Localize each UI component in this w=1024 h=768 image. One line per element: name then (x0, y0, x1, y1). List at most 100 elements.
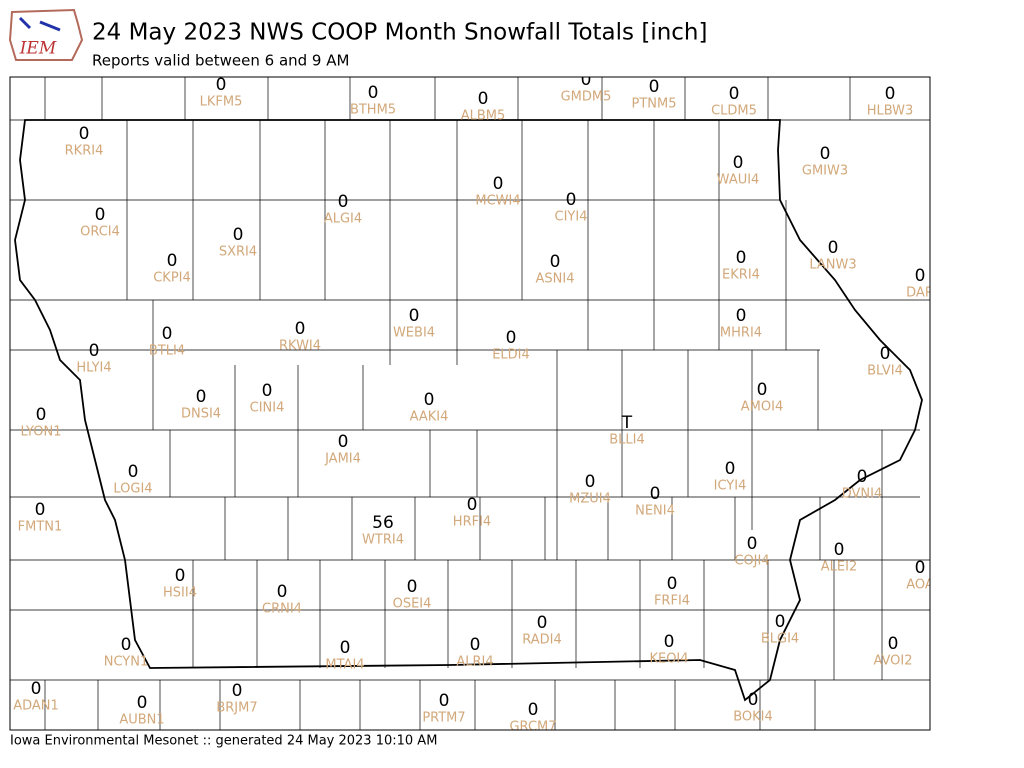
station-value: 0 (736, 306, 747, 326)
station-value: 0 (733, 153, 744, 173)
station-id: BOKI4 (733, 710, 773, 725)
station-value: 0 (121, 635, 132, 655)
station-id: HLBW3 (867, 104, 914, 119)
station-value: 0 (467, 495, 478, 515)
station-value: 0 (736, 248, 747, 268)
station-id: ALEI2 (821, 560, 857, 575)
station-id: RKRI4 (65, 144, 104, 159)
station-id: AMOI4 (741, 400, 783, 415)
station-id: GRCM7 (509, 720, 556, 735)
station-id: LANW3 (809, 258, 856, 273)
station-id: AVOI2 (873, 654, 912, 669)
station-value: 0 (820, 144, 831, 164)
station-value: 0 (880, 344, 891, 364)
station-value: 0 (775, 612, 786, 632)
station-id: MTAI4 (325, 658, 364, 673)
station-id: HSII4 (163, 586, 197, 601)
station-id: AUBN1 (119, 713, 164, 728)
station-id: CLDM5 (711, 104, 757, 119)
station-id: AOA (906, 578, 934, 593)
station-value: 0 (566, 190, 577, 210)
station-value: 0 (478, 89, 489, 109)
station-value: 0 (137, 693, 148, 713)
station-value: 0 (175, 566, 186, 586)
station-id: RKWI4 (279, 339, 321, 354)
station-value: 0 (233, 225, 244, 245)
station-value: 0 (528, 700, 539, 720)
station-value: 0 (664, 632, 675, 652)
station-value: 0 (31, 679, 42, 699)
station-id: PTNM5 (632, 97, 677, 112)
station-value: 0 (262, 381, 273, 401)
station-value: 0 (729, 84, 740, 104)
station-value: 0 (506, 328, 517, 348)
station-id: ADAN1 (13, 699, 59, 714)
station-value: 0 (162, 324, 173, 344)
station-value: 0 (585, 472, 596, 492)
station-id: MHRI4 (720, 326, 762, 341)
station-value: 0 (857, 467, 868, 487)
station-id: HLYI4 (76, 361, 111, 376)
station-value: 0 (828, 238, 839, 258)
station-id: EKRI4 (722, 268, 760, 283)
station-id: CIYI4 (555, 210, 588, 225)
station-id: JAMI4 (324, 452, 361, 467)
footer: Iowa Environmental Mesonet :: generated … (10, 734, 437, 749)
station-id: COJI4 (734, 554, 769, 569)
station-value: 0 (747, 534, 758, 554)
station-value: 0 (725, 459, 736, 479)
logo-text: IEM (19, 39, 57, 59)
station-value: 0 (167, 251, 178, 271)
station-value: 0 (915, 266, 926, 286)
station-id: WAUI4 (717, 173, 760, 188)
station-value: 0 (338, 192, 349, 212)
station-id: MCWI4 (475, 194, 520, 209)
station-id: BTLI4 (149, 344, 185, 359)
station-value: 0 (89, 341, 100, 361)
station-id: LOGI4 (113, 482, 152, 497)
station-id: BLVI4 (867, 364, 903, 379)
station-id: ORCI4 (80, 225, 120, 240)
state-border (14, 119, 923, 702)
station-id: GMIW3 (802, 164, 848, 179)
county-lines (10, 77, 930, 730)
station-id: GMDM5 (561, 90, 612, 105)
station-value: 0 (277, 582, 288, 602)
station-value: 0 (368, 83, 379, 103)
station-value: 0 (470, 635, 481, 655)
station-value: 0 (95, 205, 106, 225)
station-id: PRTM7 (422, 711, 465, 726)
station-value: 0 (79, 124, 90, 144)
station-id: LKFM5 (200, 95, 243, 110)
station-id: LYON1 (21, 425, 62, 440)
station-value: T (621, 413, 633, 433)
station-id: ASNI4 (536, 272, 575, 287)
station-value: 0 (650, 484, 661, 504)
station-id: KEOI4 (649, 652, 688, 667)
station-id: DAR (906, 286, 934, 301)
map-frame (9, 76, 931, 731)
station-value: 0 (424, 390, 435, 410)
station-id: ELDI4 (492, 348, 530, 363)
station-value: 0 (757, 380, 768, 400)
station-id: FMTN1 (18, 520, 63, 535)
station-value: 0 (550, 252, 561, 272)
station-id: SXRI4 (219, 245, 257, 260)
station-id: BTHM5 (350, 103, 396, 118)
station-id: RADI4 (522, 633, 562, 648)
station-value: 0 (295, 319, 306, 339)
station-value: 0 (128, 462, 139, 482)
station-value: 0 (537, 613, 548, 633)
station-id: ALBM5 (461, 109, 506, 124)
subtitle: Reports valid between 6 and 9 AM (92, 52, 349, 70)
station-id: CKPI4 (153, 271, 191, 286)
station-value: 0 (649, 77, 660, 97)
station-id: AAKI4 (410, 410, 449, 425)
station-value: 0 (748, 690, 759, 710)
station-value: 0 (340, 638, 351, 658)
station-id: BLLI4 (609, 433, 645, 448)
station-id: DVNI4 (842, 487, 883, 502)
station-value: 0 (834, 540, 845, 560)
